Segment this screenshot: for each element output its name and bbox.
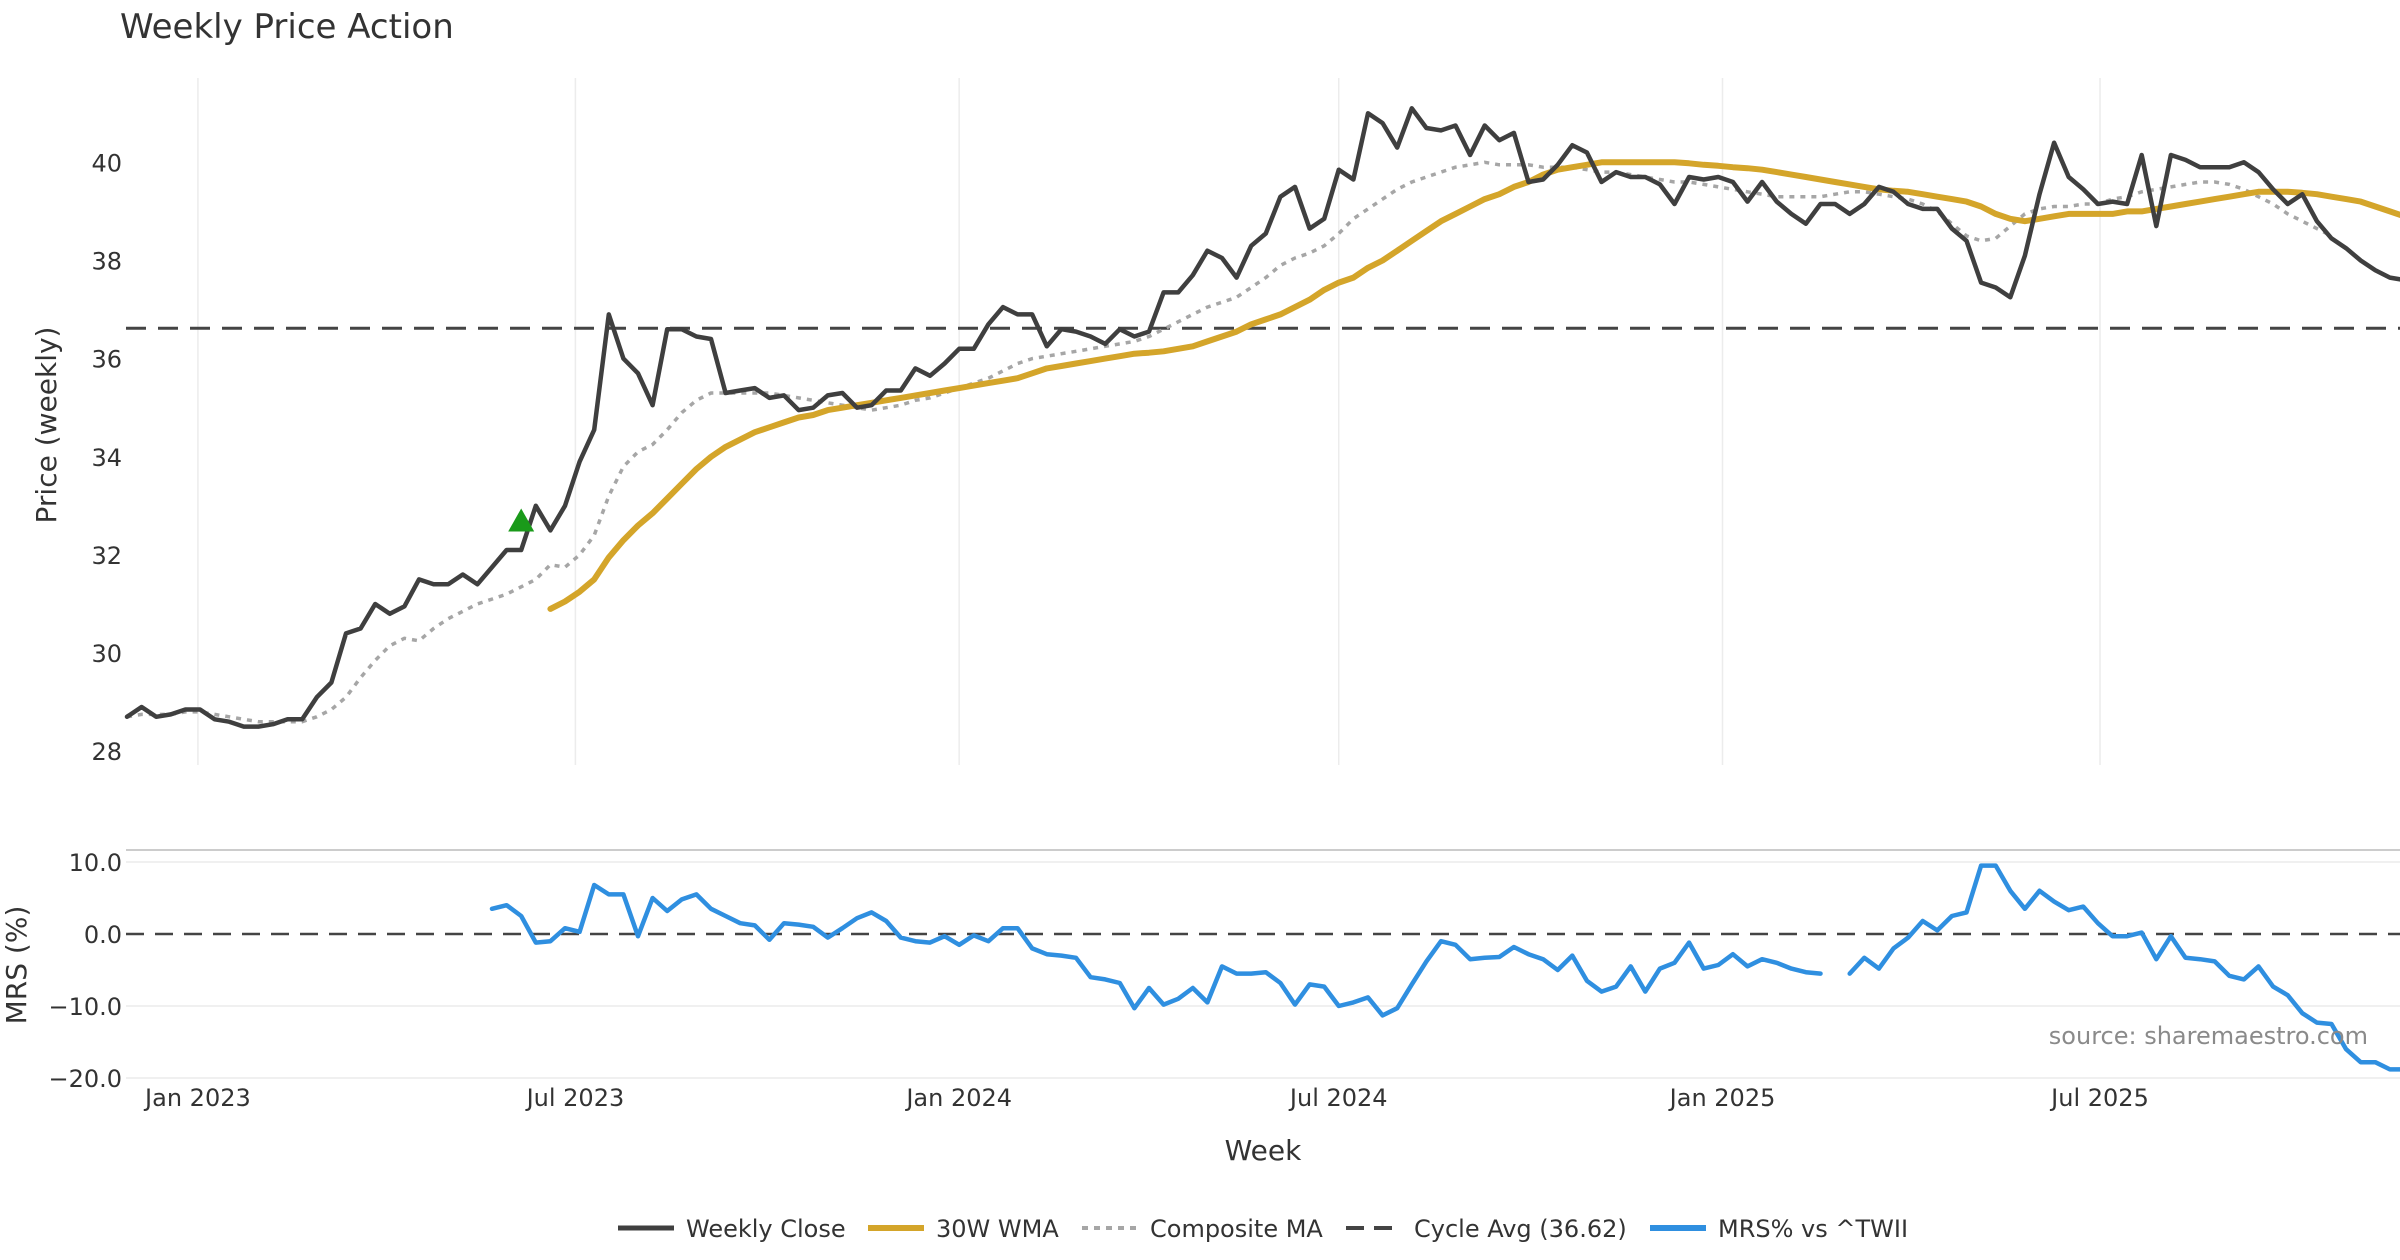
chart-title: Weekly Price Action (120, 7, 454, 47)
buy-signal-marker (508, 508, 535, 532)
source-annotation: source: sharemaestro.com (2049, 1022, 2368, 1050)
legend-label: Cycle Avg (36.62) (1414, 1215, 1627, 1243)
top-y-axis-label: Price (weekly) (30, 327, 63, 524)
x-axis-label: Week (1225, 1134, 1302, 1167)
x-tick-label: Jan 2023 (143, 1084, 251, 1112)
x-tick-label: Jan 2024 (904, 1084, 1012, 1112)
bottom-y-tick-label: 10.0 (69, 849, 122, 877)
bottom-gridlines (126, 849, 2400, 1079)
top-y-tick-label: 36 (91, 346, 122, 374)
legend-label: 30W WMA (936, 1215, 1059, 1243)
bottom-y-tick-label: −10.0 (48, 993, 122, 1021)
x-tick-labels: Jan 2023 Jul 2023 Jan 2024 Jul 2024 Jan 2025… (143, 1084, 2149, 1112)
bottom-y-axis-label: MRS (%) (0, 906, 33, 1025)
top-y-tick-label: 30 (91, 640, 122, 668)
bottom-y-tick-labels: 10.0 0.0 −10.0 −20.0 (48, 849, 122, 1093)
x-tick-label: Jul 2023 (525, 1084, 625, 1112)
top-y-tick-label: 28 (91, 738, 122, 766)
x-tick-label: Jan 2025 (1668, 1084, 1776, 1112)
top-gridlines (197, 78, 2101, 765)
top-y-tick-label: 38 (91, 247, 122, 275)
bottom-y-tick-label: −20.0 (48, 1065, 122, 1093)
top-y-tick-label: 40 (91, 149, 122, 177)
weekly-close-line (124, 106, 2400, 729)
x-tick-label: Jul 2024 (1288, 1084, 1388, 1112)
legend: Weekly Close 30W WMA Composite MA Cycle Avg… (618, 1215, 1908, 1243)
mrs-line (489, 863, 2400, 1072)
legend-label: Composite MA (1150, 1215, 1323, 1243)
top-y-tick-label: 34 (91, 444, 122, 472)
top-y-tick-labels: 28 30 32 34 36 38 40 (91, 149, 122, 766)
legend-label: Weekly Close (686, 1215, 846, 1243)
wma-30w-line (547, 159, 2400, 612)
x-tick-label: Jul 2025 (2049, 1084, 2149, 1112)
bottom-series-group (126, 863, 2400, 1072)
top-y-tick-label: 32 (91, 542, 122, 570)
bottom-y-tick-label: 0.0 (84, 921, 122, 949)
top-series-group (124, 106, 2400, 729)
composite-ma-line (126, 160, 2333, 724)
legend-label: MRS% vs ^TWII (1718, 1215, 1908, 1243)
